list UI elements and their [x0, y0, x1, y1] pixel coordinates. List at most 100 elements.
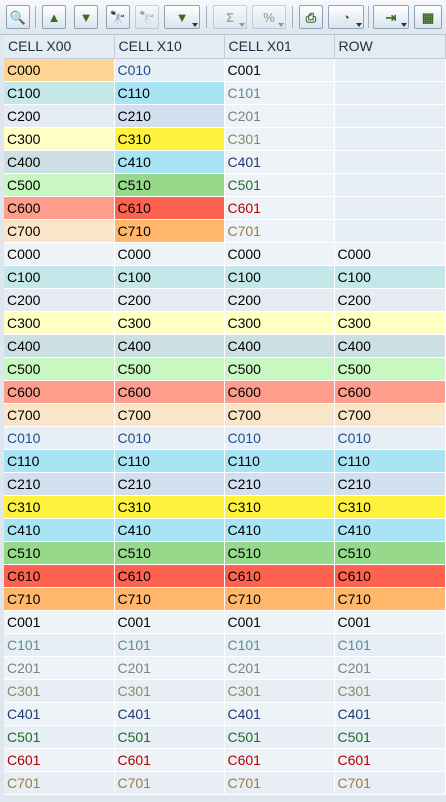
- table-cell-row[interactable]: C300: [334, 311, 446, 335]
- table-cell-cell-x01[interactable]: C601: [224, 748, 335, 772]
- table-row[interactable]: C301 C301 C301 C301: [4, 679, 446, 703]
- find-button[interactable]: 🔭: [106, 5, 130, 29]
- table-row[interactable]: C410 C410 C410 C410: [4, 518, 446, 542]
- table-cell-cell-x10[interactable]: C710: [114, 587, 225, 611]
- table-cell-cell-x00[interactable]: C500: [4, 357, 115, 381]
- table-cell-cell-x01[interactable]: C001: [224, 58, 335, 82]
- table-row[interactable]: C610 C610 C610 C610: [4, 564, 446, 588]
- table-row[interactable]: C000 C010 C001: [4, 58, 446, 82]
- table-cell-cell-x10[interactable]: C410: [114, 150, 225, 174]
- table-row[interactable]: C300 C310 C301: [4, 127, 446, 151]
- table-cell-row[interactable]: C600: [334, 380, 446, 404]
- table-cell-row[interactable]: C400: [334, 334, 446, 358]
- table-cell-cell-x10[interactable]: C000: [114, 242, 225, 266]
- table-row[interactable]: C010 C010 C010 C010: [4, 426, 446, 450]
- table-cell-row[interactable]: [334, 58, 446, 82]
- table-cell-cell-x00[interactable]: C101: [4, 633, 115, 657]
- table-cell-cell-x10[interactable]: C401: [114, 702, 225, 726]
- table-cell-cell-x01[interactable]: C110: [224, 449, 335, 473]
- table-cell-cell-x01[interactable]: C301: [224, 679, 335, 703]
- table-cell-cell-x01[interactable]: C401: [224, 702, 335, 726]
- table-cell-row[interactable]: C010: [334, 426, 446, 450]
- subtotal-button[interactable]: %: [252, 5, 286, 29]
- table-cell-cell-x10[interactable]: C301: [114, 679, 225, 703]
- table-cell-cell-x10[interactable]: C501: [114, 725, 225, 749]
- table-cell-cell-x01[interactable]: C700: [224, 403, 335, 427]
- table-cell-cell-x10[interactable]: C500: [114, 357, 225, 381]
- table-cell-cell-x10[interactable]: C600: [114, 380, 225, 404]
- table-cell-cell-x00[interactable]: C200: [4, 104, 115, 128]
- table-cell-cell-x01[interactable]: C001: [224, 610, 335, 634]
- sum-button[interactable]: Σ: [213, 5, 247, 29]
- table-cell-cell-x10[interactable]: C710: [114, 219, 225, 243]
- table-cell-row[interactable]: C210: [334, 472, 446, 496]
- table-cell-row[interactable]: C510: [334, 541, 446, 565]
- table-cell-cell-x01[interactable]: C101: [224, 81, 335, 105]
- table-cell-cell-x10[interactable]: C200: [114, 288, 225, 312]
- table-cell-cell-x01[interactable]: C600: [224, 380, 335, 404]
- table-cell-cell-x10[interactable]: C210: [114, 104, 225, 128]
- table-cell-row[interactable]: C500: [334, 357, 446, 381]
- table-cell-cell-x00[interactable]: C600: [4, 380, 115, 404]
- table-cell-cell-x10[interactable]: C110: [114, 449, 225, 473]
- table-cell-cell-x00[interactable]: C600: [4, 196, 115, 220]
- table-cell-row[interactable]: C410: [334, 518, 446, 542]
- table-row[interactable]: C100 C110 C101: [4, 81, 446, 105]
- table-cell-cell-x01[interactable]: C201: [224, 104, 335, 128]
- table-cell-row[interactable]: C701: [334, 771, 446, 795]
- table-row[interactable]: C001 C001 C001 C001: [4, 610, 446, 634]
- table-cell-row[interactable]: C710: [334, 587, 446, 611]
- table-cell-cell-x01[interactable]: C310: [224, 495, 335, 519]
- table-cell-cell-x01[interactable]: C701: [224, 219, 335, 243]
- table-cell-row[interactable]: [334, 127, 446, 151]
- table-cell-cell-x01[interactable]: C510: [224, 541, 335, 565]
- table-row[interactable]: C100 C100 C100 C100: [4, 265, 446, 289]
- table-cell-cell-x00[interactable]: C500: [4, 173, 115, 197]
- table-cell-cell-x10[interactable]: C210: [114, 472, 225, 496]
- table-row[interactable]: C401 C401 C401 C401: [4, 702, 446, 726]
- table-cell-row[interactable]: [334, 150, 446, 174]
- table-cell-row[interactable]: C700: [334, 403, 446, 427]
- table-row[interactable]: C400 C400 C400 C400: [4, 334, 446, 358]
- table-cell-cell-x00[interactable]: C410: [4, 518, 115, 542]
- table-cell-row[interactable]: C310: [334, 495, 446, 519]
- table-cell-cell-x01[interactable]: C610: [224, 564, 335, 588]
- table-cell-cell-x00[interactable]: C400: [4, 150, 115, 174]
- table-cell-row[interactable]: C100: [334, 265, 446, 289]
- table-cell-cell-x01[interactable]: C501: [224, 173, 335, 197]
- column-header-cell-x10[interactable]: CELL X10: [114, 35, 225, 59]
- table-row[interactable]: C300 C300 C300 C300: [4, 311, 446, 335]
- table-cell-cell-x00[interactable]: C010: [4, 426, 115, 450]
- table-cell-cell-x00[interactable]: C110: [4, 449, 115, 473]
- sort-ascending-button[interactable]: ▲: [42, 5, 66, 29]
- table-cell-cell-x10[interactable]: C610: [114, 564, 225, 588]
- table-row[interactable]: C600 C610 C601: [4, 196, 446, 220]
- table-cell-cell-x01[interactable]: C010: [224, 426, 335, 450]
- table-cell-cell-x01[interactable]: C701: [224, 771, 335, 795]
- table-cell-cell-x10[interactable]: C300: [114, 311, 225, 335]
- table-cell-cell-x10[interactable]: C110: [114, 81, 225, 105]
- table-cell-cell-x10[interactable]: C010: [114, 426, 225, 450]
- table-cell-cell-x01[interactable]: C100: [224, 265, 335, 289]
- table-cell-cell-x01[interactable]: C710: [224, 587, 335, 611]
- table-cell-cell-x01[interactable]: C401: [224, 150, 335, 174]
- table-cell-cell-x10[interactable]: C001: [114, 610, 225, 634]
- table-row[interactable]: C601 C601 C601 C601: [4, 748, 446, 772]
- table-cell-row[interactable]: C401: [334, 702, 446, 726]
- table-cell-cell-x01[interactable]: C201: [224, 656, 335, 680]
- table-cell-cell-x10[interactable]: C100: [114, 265, 225, 289]
- table-cell-cell-x00[interactable]: C400: [4, 334, 115, 358]
- table-cell-cell-x00[interactable]: C701: [4, 771, 115, 795]
- table-cell-row[interactable]: C610: [334, 564, 446, 588]
- table-cell-cell-x00[interactable]: C000: [4, 242, 115, 266]
- table-cell-cell-x00[interactable]: C700: [4, 219, 115, 243]
- table-cell-cell-x10[interactable]: C701: [114, 771, 225, 795]
- table-cell-cell-x01[interactable]: C000: [224, 242, 335, 266]
- table-cell-cell-x10[interactable]: C201: [114, 656, 225, 680]
- table-cell-cell-x01[interactable]: C501: [224, 725, 335, 749]
- table-cell-cell-x10[interactable]: C601: [114, 748, 225, 772]
- table-cell-cell-x00[interactable]: C100: [4, 81, 115, 105]
- table-cell-cell-x00[interactable]: C001: [4, 610, 115, 634]
- column-header-row[interactable]: ROW: [334, 35, 446, 59]
- layout-button[interactable]: ◔: [328, 5, 364, 29]
